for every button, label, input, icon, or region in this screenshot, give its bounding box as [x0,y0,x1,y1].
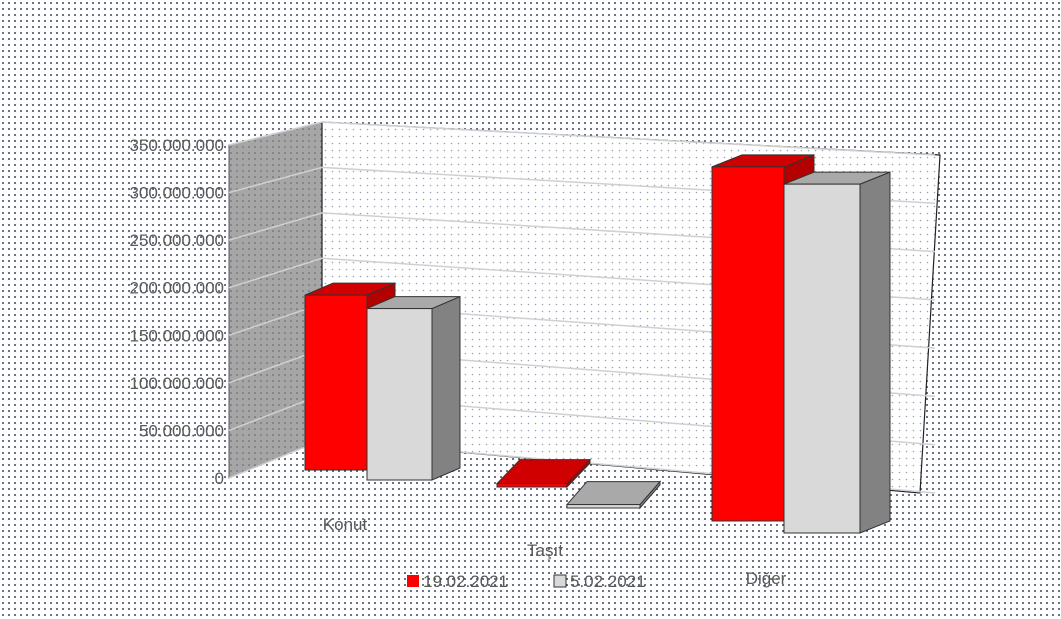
x-tick-label: Taşıt [527,541,563,560]
gridline [228,121,936,156]
y-axis-ticks: 0 50.000.000 100.000.000 150.000.000 200.000… [129,136,224,488]
legend-swatch [407,575,419,587]
legend-label: 5.02.2021 [570,572,646,591]
y-tick-label: 300.000.000 [129,184,224,203]
y-tick-label: 250.000.000 [129,231,224,250]
bar-diğer-series-2 [783,171,891,534]
y-tick-label: 150.000.000 [129,326,224,345]
y-tick-label: 200.000.000 [129,279,224,298]
bar-konut-series-2 [366,295,461,481]
legend: 19.02.2021 5.02.2021 [407,572,646,591]
y-tick-label: 50.000.000 [139,421,224,440]
bar-taşıt-series-1 [495,458,592,489]
y-tick-label: 0 [215,469,224,488]
legend-swatch [553,574,567,588]
y-tick-label: 350.000.000 [129,136,224,155]
x-axis-ticks: Konut Taşıt Diğer [323,515,787,588]
legend-label: 19.02.2021 [423,572,508,591]
x-tick-label: Konut [323,515,368,534]
bars [304,154,891,534]
x-tick-label: Diğer [746,569,787,588]
y-tick-label: 100.000.000 [129,374,224,393]
bar-taşıt-series-2 [565,480,662,510]
